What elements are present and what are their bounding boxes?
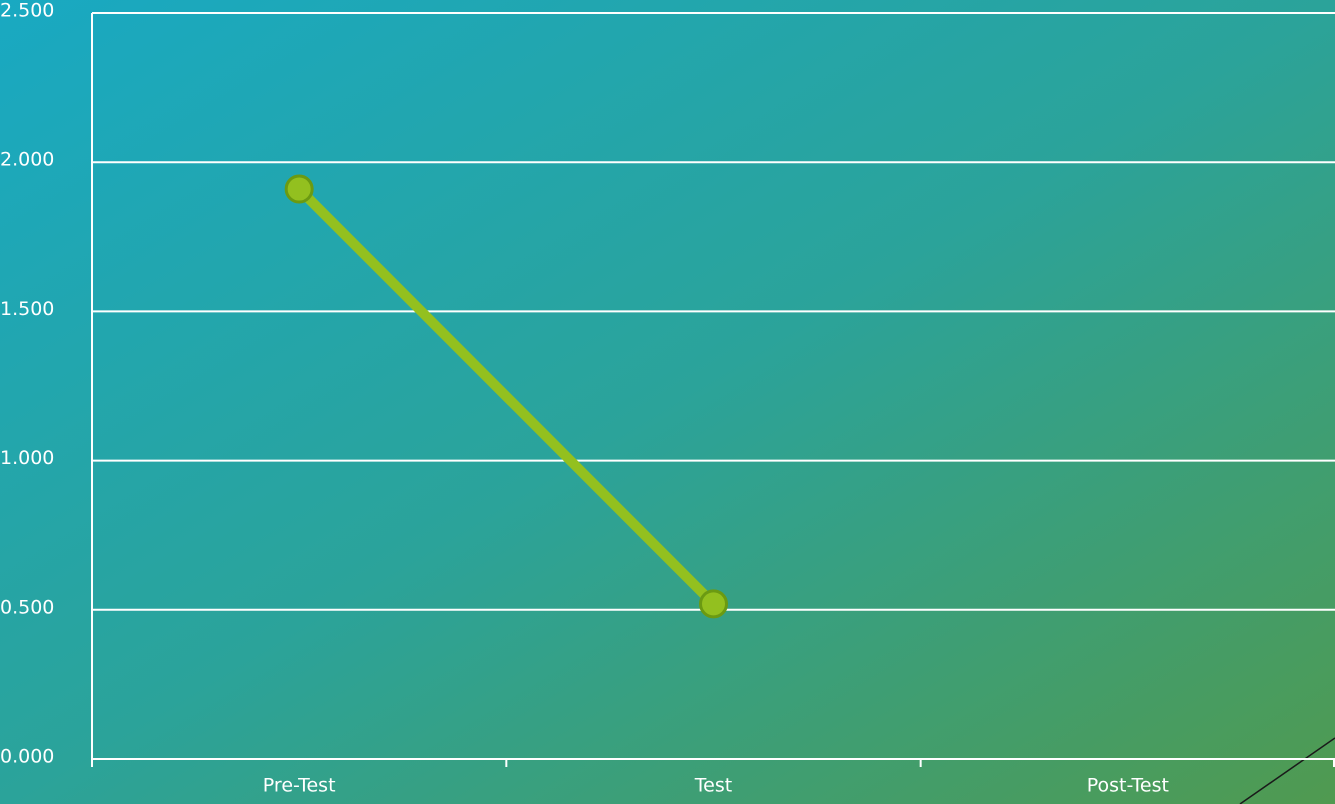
data-line	[294, 184, 719, 609]
y-tick-label: 0.500	[0, 596, 54, 618]
decor-line	[1239, 737, 1335, 804]
y-tick-label: 0.000	[0, 746, 54, 768]
data-point	[284, 174, 314, 204]
y-tick-label: 2.000	[0, 149, 54, 171]
x-tick-label: Post-Test	[1087, 775, 1169, 797]
x-tick-label: Pre-Test	[263, 775, 336, 797]
y-tick-label: 2.500	[0, 0, 54, 22]
x-tick-label: Test	[694, 775, 732, 797]
data-point	[699, 589, 728, 619]
y-tick-label: 1.500	[0, 298, 54, 320]
y-tick-label: 1.000	[0, 447, 54, 469]
